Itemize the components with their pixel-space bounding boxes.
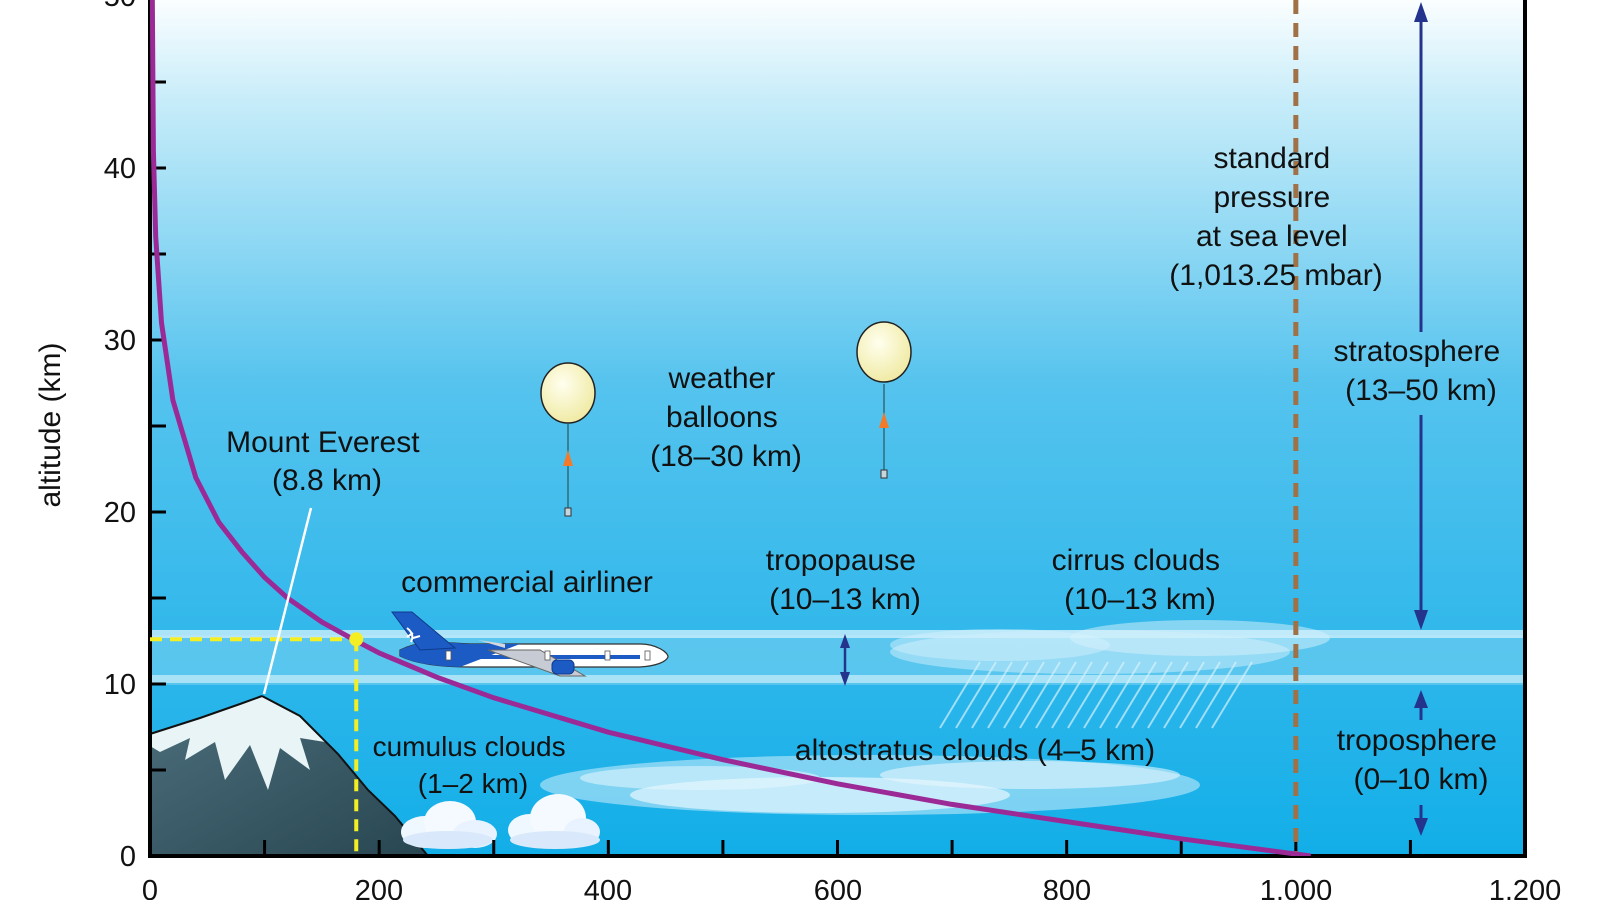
x-tick-0: 0 — [142, 875, 158, 900]
x-tick-1200: 1,200 — [1489, 875, 1562, 900]
stratosphere-label: stratosphere (13–50 km) — [1333, 335, 1508, 407]
cirrus-streak — [1163, 661, 1205, 729]
cirrus-streak — [1195, 661, 1237, 729]
cumulus-clouds-label: cumulus clouds (1–2 km) — [373, 731, 574, 799]
everest-label: Mount Everest (8.8 km) — [226, 426, 428, 497]
x-tick-1000: 1,000 — [1260, 875, 1333, 900]
cirrus-streak — [1051, 661, 1093, 729]
cirrus-streak — [1211, 661, 1253, 729]
cirrus-streak — [987, 661, 1029, 729]
commercial-airliner-illustration — [391, 611, 669, 677]
y-tick-20: 20 — [104, 497, 136, 529]
marker-dot — [349, 632, 364, 647]
standard-pressure-label: standard pressure at sea level (1,013.25… — [1169, 142, 1382, 292]
airliner-altitude-marker — [150, 632, 364, 856]
x-tick-400: 400 — [584, 875, 632, 900]
cirrus-streak — [1115, 661, 1157, 729]
cirrus-streak — [1131, 661, 1173, 729]
cirrus-streak — [939, 661, 981, 729]
weather-balloon-right — [856, 321, 912, 479]
cirrus-streak — [1019, 661, 1061, 729]
cirrus-streak — [1067, 661, 1109, 729]
y-tick-50: 50 — [104, 0, 136, 13]
weather-balloon-left — [540, 362, 596, 517]
cirrus-streak — [1003, 661, 1045, 729]
y-tick-labels: 0 10 20 30 40 50 — [104, 0, 136, 873]
y-tick-10: 10 — [104, 669, 136, 701]
y-tick-40: 40 — [104, 153, 136, 185]
stratosphere-arrow — [1414, 2, 1428, 630]
cirrus-streak — [1099, 661, 1141, 729]
y-tick-30: 30 — [104, 325, 136, 357]
cirrus-streak — [1083, 661, 1125, 729]
x-axis-ticks — [263, 840, 1412, 856]
altostratus-clouds — [540, 755, 1200, 815]
weather-balloons-label: weather balloons (18–30 km) — [650, 362, 802, 473]
troposphere-arrow — [1414, 690, 1428, 836]
y-axis-label: altitude (km) — [34, 342, 67, 507]
cirrus-streak — [1147, 661, 1189, 729]
x-tick-800: 800 — [1043, 875, 1091, 900]
pressure-altitude-curve — [150, 0, 1312, 856]
tropopause-arrow — [840, 634, 850, 686]
x-tick-labels: 0 200 400 600 800 1,000 1,200 — [142, 875, 1561, 900]
tropopause-label: tropopause (10–13 km) — [766, 544, 924, 616]
cirrus-streak — [1035, 661, 1077, 729]
cirrus-clouds — [890, 620, 1330, 729]
cirrus-clouds-label: cirrus clouds (10–13 km) — [1052, 544, 1229, 616]
x-tick-200: 200 — [355, 875, 403, 900]
everest-leader-line — [262, 507, 313, 695]
troposphere-label: troposphere (0–10 km) — [1337, 724, 1505, 796]
cirrus-streak — [955, 661, 997, 729]
cirrus-streak — [1179, 661, 1221, 729]
altostratus-clouds-label: altostratus clouds (4–5 km) — [795, 734, 1155, 767]
cumulus-clouds — [401, 794, 600, 849]
cirrus-streak — [971, 661, 1013, 729]
y-tick-0: 0 — [120, 841, 136, 873]
airliner-label: commercial airliner — [401, 566, 653, 599]
x-tick-600: 600 — [814, 875, 862, 900]
mount-everest-illustration — [149, 695, 429, 857]
